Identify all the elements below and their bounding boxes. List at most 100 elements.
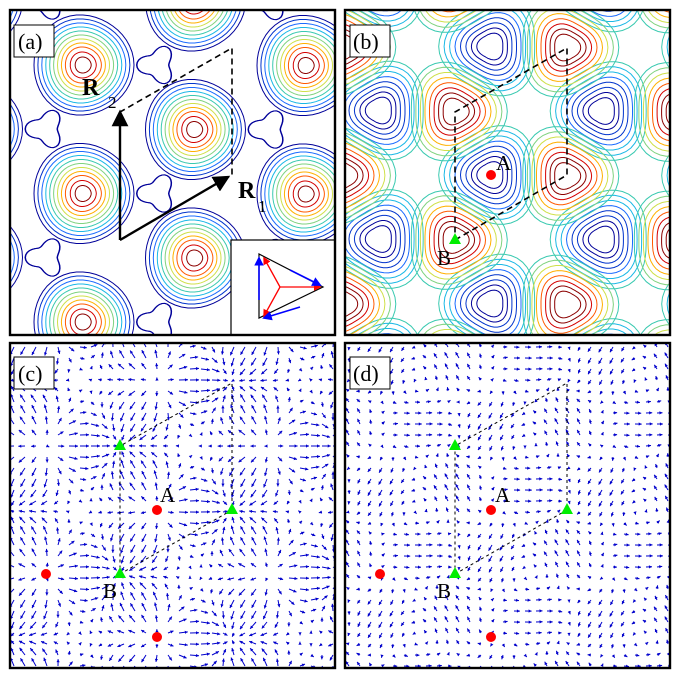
field-arrowhead <box>106 566 110 570</box>
field-arrowhead <box>379 589 383 593</box>
field-arrowhead <box>85 587 89 591</box>
field-arrowhead <box>45 592 49 596</box>
field-arrowhead <box>558 620 563 624</box>
field-arrowhead <box>527 631 531 635</box>
contour-line <box>145 10 245 52</box>
field-arrowhead <box>19 548 23 553</box>
field-arrowhead <box>638 543 642 547</box>
field-arrowhead <box>210 470 214 474</box>
field-arrowhead <box>638 422 642 426</box>
field-arrowhead <box>67 500 71 504</box>
field-arrowhead <box>417 400 420 404</box>
field-arrowhead <box>576 521 580 525</box>
field-arrowhead <box>316 455 320 459</box>
contour-line <box>582 92 620 130</box>
field-arrowhead <box>544 562 548 567</box>
field-arrowhead <box>525 455 529 459</box>
field-arrowhead <box>576 587 580 591</box>
field-arrowhead <box>168 657 172 661</box>
field-arrowhead <box>215 651 219 655</box>
field-arrowhead <box>378 613 382 617</box>
field-arrowhead <box>416 444 420 448</box>
field-arrowhead <box>429 411 433 415</box>
field-arrowhead <box>548 378 552 382</box>
field-arrowhead <box>346 510 350 514</box>
field-arrowhead <box>654 595 658 600</box>
field-arrowhead <box>169 364 173 368</box>
field-arrowhead <box>113 436 117 440</box>
contour-line <box>264 23 335 108</box>
field-arrowhead <box>141 471 145 475</box>
field-arrowhead <box>121 582 125 586</box>
contour-line <box>636 10 670 34</box>
field-arrowhead <box>86 444 89 448</box>
field-arrowhead <box>53 510 57 514</box>
field-arrowhead <box>422 608 427 612</box>
field-arrowhead <box>381 553 385 557</box>
field-arrowhead <box>110 417 115 421</box>
field-arrowhead <box>130 538 134 542</box>
field-arrowhead <box>203 542 207 546</box>
field-arrowhead <box>379 469 383 473</box>
field-arrowhead <box>112 559 116 563</box>
field-arrowhead <box>251 658 255 662</box>
contour-pocket <box>24 109 61 149</box>
field-arrowhead <box>230 351 234 356</box>
field-arrowhead <box>264 416 268 420</box>
field-arrowhead <box>18 563 22 567</box>
field-arrowhead <box>379 513 383 517</box>
field-arrowhead <box>577 347 581 351</box>
field-arrowhead <box>345 550 349 554</box>
field-arrowhead <box>477 455 482 459</box>
field-arrowhead <box>294 564 298 568</box>
field-arrowhead <box>537 510 541 514</box>
field-arrowhead <box>394 565 398 569</box>
field-arrowhead <box>155 392 159 397</box>
field-arrowhead <box>19 494 23 498</box>
field-arrowhead <box>477 426 481 430</box>
contour-line <box>168 231 222 285</box>
field-arrowhead <box>177 557 181 561</box>
field-arrowhead <box>613 411 618 415</box>
field-arrowhead <box>240 625 243 630</box>
field-arrowhead <box>477 402 481 406</box>
field-arrowhead <box>118 525 122 529</box>
contour-line <box>187 379 203 395</box>
field-arrowhead <box>600 552 604 557</box>
field-arrowhead <box>548 466 552 470</box>
field-arrowhead <box>577 511 581 515</box>
contour-line <box>41 279 127 335</box>
field-arrowhead <box>96 565 100 570</box>
field-arrowhead <box>93 476 97 480</box>
field-arrowhead <box>214 397 219 401</box>
field-arrowhead <box>220 604 224 608</box>
field-arrowhead <box>549 609 553 613</box>
field-arrowhead <box>91 533 95 537</box>
field-arrowhead <box>558 631 562 635</box>
field-arrowhead <box>222 526 226 531</box>
field-arrowhead <box>130 670 133 673</box>
field-arrowhead <box>642 356 647 359</box>
field-arrowhead <box>357 502 361 506</box>
field-arrowhead <box>446 585 449 589</box>
field-arrowhead <box>272 378 277 382</box>
field-arrowhead <box>152 460 156 464</box>
field-arrowhead <box>238 429 242 433</box>
contour-line <box>364 96 392 125</box>
field-arrowhead <box>516 345 520 349</box>
field-arrowhead <box>533 564 537 568</box>
field-arrowhead <box>412 499 416 503</box>
field-arrowhead <box>567 500 571 505</box>
field-arrowhead <box>222 493 226 497</box>
field-arrowhead <box>433 485 437 489</box>
field-arrowhead <box>129 582 133 586</box>
contour-line <box>144 79 247 180</box>
field-arrowhead <box>10 494 14 498</box>
contour-line <box>53 34 115 96</box>
contour-line <box>0 228 2 288</box>
field-arrowhead <box>210 590 214 594</box>
field-arrowhead <box>448 411 452 415</box>
field-arrowhead <box>200 553 204 557</box>
field-arrowhead <box>558 367 562 371</box>
field-arrowhead <box>67 369 71 373</box>
